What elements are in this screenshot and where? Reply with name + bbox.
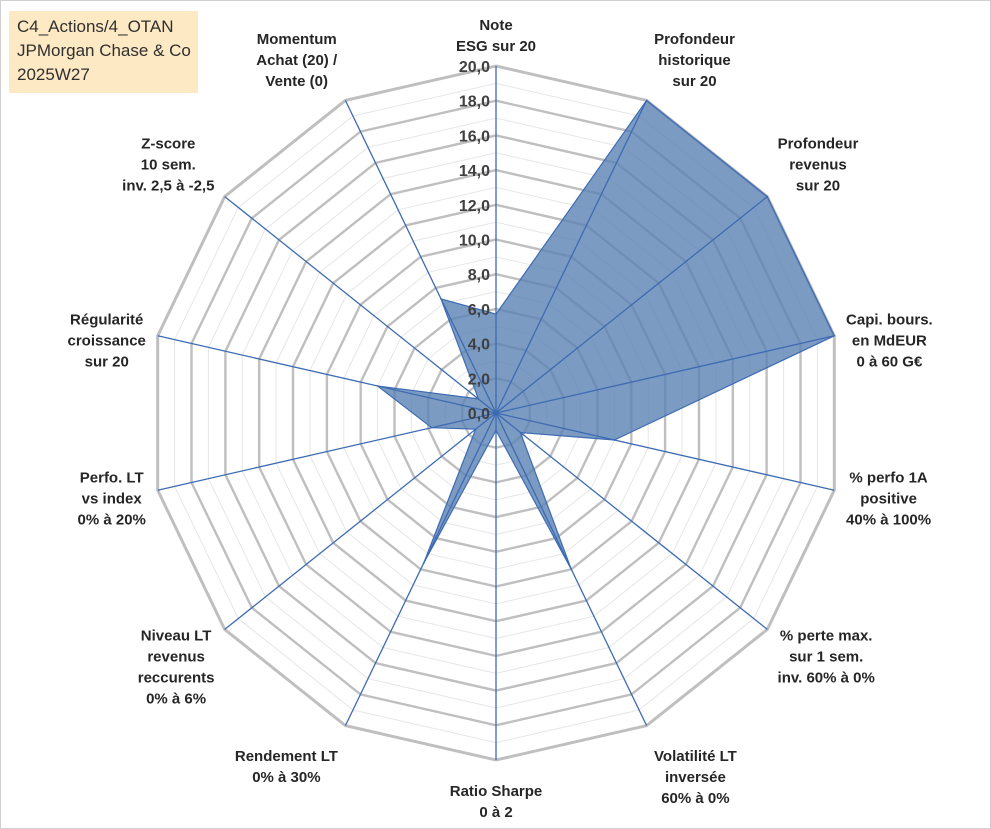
category-label-line: Note xyxy=(479,17,512,34)
category-label-line: croissance xyxy=(68,333,146,350)
category-label-line: Vente (0) xyxy=(265,73,328,90)
category-label-line: inv. 2,5 à -2,5 xyxy=(122,178,214,195)
spoke-8 xyxy=(344,412,497,726)
spoke-11 xyxy=(157,335,497,414)
category-label-line: en MdEUR xyxy=(852,333,927,350)
tick-label: 0,0 xyxy=(468,406,490,423)
spoke-12 xyxy=(224,196,497,414)
category-label-7: Ratio Sharpe 0 à 2 xyxy=(450,783,543,821)
spoke-10 xyxy=(157,412,497,491)
category-label-2: Profondeur revenus sur 20 xyxy=(778,136,859,195)
category-label-6: Volatilité LT inversée 60% à 0% xyxy=(654,748,737,807)
category-label-line: 60% à 0% xyxy=(661,790,729,807)
category-label-line: 0% à 30% xyxy=(252,769,320,786)
category-label-9: Niveau LT revenus reccurents 0% à 6% xyxy=(138,627,215,707)
category-label-4: % perfo 1A positive 40% à 100% xyxy=(846,470,931,529)
category-label-line: Achat (20) / xyxy=(256,52,338,69)
chart-title-box: C4_Actions/4_OTAN JPMorgan Chase & Co 20… xyxy=(9,11,198,93)
category-label-line: Z-score xyxy=(141,136,195,153)
tick-label: 16,0 xyxy=(459,128,490,145)
category-label-line: reccurents xyxy=(138,669,215,686)
spoke-3 xyxy=(495,335,835,414)
category-label-line: 40% à 100% xyxy=(846,512,931,529)
tick-label: 2,0 xyxy=(468,371,490,388)
category-label-1: Profondeur historique sur 20 xyxy=(654,31,735,90)
tick-label: 8,0 xyxy=(468,267,490,284)
spoke-2 xyxy=(495,196,768,414)
category-label-line: % perte max. xyxy=(780,627,873,644)
title-line-company: JPMorgan Chase & Co xyxy=(17,41,191,60)
category-label-line: sur 20 xyxy=(672,73,716,90)
title-line-week: 2025W27 xyxy=(17,65,90,84)
category-label-line: 10 sem. xyxy=(141,157,196,174)
category-label-8: Rendement LT 0% à 30% xyxy=(235,748,338,786)
category-label-line: vs index xyxy=(82,491,143,508)
radar-category-labels: Note ESG sur 20 Profondeur historique sur 20… xyxy=(68,17,933,821)
category-label-13: Momentum Achat (20) / Vente (0) xyxy=(256,31,338,90)
category-label-line: inv. 60% à 0% xyxy=(778,669,875,686)
category-label-line: revenus xyxy=(789,157,847,174)
category-label-0: Note ESG sur 20 xyxy=(456,17,536,55)
spoke-9 xyxy=(224,412,497,630)
tick-label: 12,0 xyxy=(459,198,490,215)
radar-tick-labels: 0,0 2,0 4,0 6,0 8,0 10,0 12,0 14,0 16,0 18,0 20,0 xyxy=(459,59,490,423)
category-label-line: revenus xyxy=(147,648,205,665)
category-label-12: Z-score 10 sem. inv. 2,5 à -2,5 xyxy=(122,136,214,195)
category-label-line: Rendement LT xyxy=(235,748,338,765)
category-label-line: % perfo 1A xyxy=(849,470,928,487)
tick-label: 4,0 xyxy=(468,337,490,354)
spoke-5 xyxy=(495,412,768,630)
category-label-line: 0 à 2 xyxy=(479,804,512,821)
category-label-5: % perte max. sur 1 sem. inv. 60% à 0% xyxy=(778,627,875,686)
category-label-line: Profondeur xyxy=(778,136,859,153)
tick-label: 6,0 xyxy=(468,302,490,319)
radar-series-area xyxy=(375,99,836,571)
category-label-line: Perfo. LT xyxy=(80,470,144,487)
category-label-line: Volatilité LT xyxy=(654,748,737,765)
spoke-6 xyxy=(495,412,648,726)
category-label-line: Niveau LT xyxy=(141,627,212,644)
tick-label: 20,0 xyxy=(459,59,490,76)
category-label-line: positive xyxy=(860,491,917,508)
category-label-line: Régularité xyxy=(70,312,143,329)
category-label-line: inversée xyxy=(665,769,726,786)
category-label-line: 0 à 60 G€ xyxy=(856,354,923,371)
category-label-line: Capi. bours. xyxy=(846,312,933,329)
title-line-portfolio: C4_Actions/4_OTAN xyxy=(17,17,174,36)
category-label-line: Profondeur xyxy=(654,31,735,48)
category-label-10: Perfo. LT vs index 0% à 20% xyxy=(78,470,146,529)
category-label-line: Momentum xyxy=(257,31,337,48)
category-label-3: Capi. bours. en MdEUR 0 à 60 G€ xyxy=(846,312,933,371)
category-label-line: 0% à 20% xyxy=(78,512,146,529)
category-label-line: sur 20 xyxy=(85,354,129,371)
spoke-4 xyxy=(495,412,835,491)
tick-label: 14,0 xyxy=(459,163,490,180)
tick-label: 10,0 xyxy=(459,233,490,250)
category-label-line: 0% à 6% xyxy=(146,690,206,707)
tick-label: 18,0 xyxy=(459,94,490,111)
category-label-line: ESG sur 20 xyxy=(456,38,536,55)
spoke-1 xyxy=(495,100,648,414)
radar-spokes xyxy=(157,66,835,760)
category-label-line: sur 1 sem. xyxy=(789,648,863,665)
category-label-line: sur 20 xyxy=(796,178,840,195)
category-label-11: Régularité croissance sur 20 xyxy=(68,312,146,371)
spoke-13 xyxy=(344,100,497,414)
category-label-line: Ratio Sharpe xyxy=(450,783,543,800)
category-label-line: historique xyxy=(658,52,731,69)
